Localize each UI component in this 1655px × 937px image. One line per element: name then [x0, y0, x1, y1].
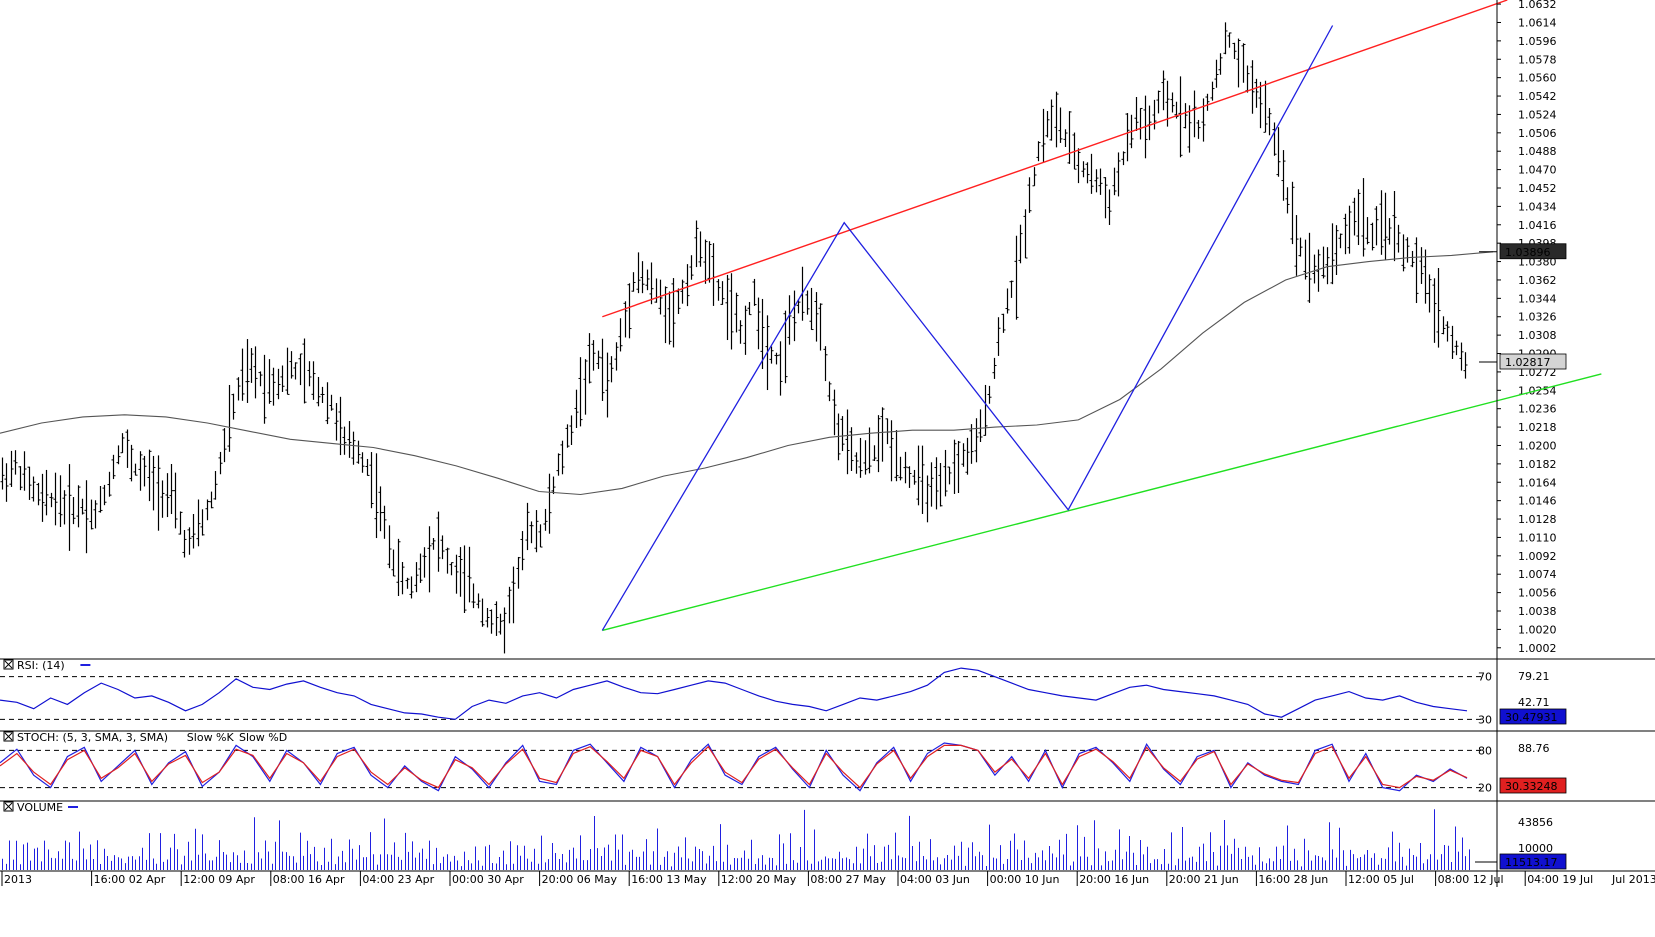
x-tick-label: 12:00 05 Jul — [1348, 873, 1414, 886]
x-tick-label: 2013 — [4, 873, 32, 886]
y-tick-label: 1.0632 — [1518, 0, 1557, 11]
y-tick-label: 1.0362 — [1518, 274, 1557, 287]
y-tick-label: 1.0128 — [1518, 513, 1557, 526]
y-tick-label: 1.0182 — [1518, 458, 1557, 471]
x-tick-label: 12:00 20 May — [721, 873, 797, 886]
y-tick-label: 1.0614 — [1518, 16, 1557, 29]
time-axis: 2013 16:00 02 Apr 12:00 09 Apr 08:00 16 Apr… — [1, 871, 1655, 886]
series-line — [0, 744, 1468, 789]
y-tick-label: 1.0542 — [1518, 90, 1557, 103]
series-line — [0, 667, 1468, 720]
y-tick-label: 1.0524 — [1518, 108, 1557, 121]
y-tick-label: 1.0416 — [1518, 219, 1557, 232]
x-tick-label: 16:00 02 Apr — [94, 873, 166, 886]
indicator-value-label: 11513.17 — [1505, 856, 1558, 869]
y-tick-label: 1.0596 — [1518, 35, 1557, 48]
x-tick-label: 12:00 09 Apr — [183, 873, 255, 886]
price-marker-label: 1.02817 — [1505, 356, 1551, 369]
y-tick-label: 79.21 — [1518, 670, 1550, 683]
zigzag-line — [601, 25, 1334, 631]
level-label: 80 — [1478, 744, 1492, 757]
y-tick-label: 1.0020 — [1518, 623, 1557, 636]
x-tick-label: 04:00 19 Jul — [1527, 873, 1593, 886]
panel-close-icon — [4, 802, 13, 811]
level-label: 30 — [1478, 713, 1492, 726]
y-tick-label: 1.0452 — [1518, 182, 1557, 195]
y-tick-label: 1.0560 — [1518, 72, 1557, 85]
price-marker-box — [1499, 353, 1567, 370]
y-tick-label: 42.71 — [1518, 696, 1550, 709]
y-tick-label: 1.0074 — [1518, 568, 1557, 581]
price-marker-label: 1.03896 — [1505, 246, 1551, 259]
y-tick-label: 1.0470 — [1518, 164, 1557, 177]
y-tick-label: 1.0308 — [1518, 329, 1557, 342]
y-tick-label: 1.0578 — [1518, 53, 1557, 66]
x-tick-label: 08:00 16 Apr — [273, 873, 345, 886]
y-tick-label: 1.0146 — [1518, 495, 1557, 508]
y-tick-label: 1.0434 — [1518, 200, 1557, 213]
y-tick-label: 1.0038 — [1518, 605, 1557, 618]
panel-title: STOCH: (5, 3, SMA, 3, SMA) — [17, 731, 168, 744]
x-tick-label: 20:00 06 May — [542, 873, 618, 886]
y-tick-label: 1.0236 — [1518, 403, 1557, 416]
panel-title: RSI: (14) — [17, 659, 65, 672]
y-tick-label: 1.0002 — [1518, 642, 1557, 655]
x-tick-label: 04:00 23 Apr — [362, 873, 434, 886]
indicator-value-label: 30.47931 — [1505, 711, 1558, 724]
y-tick-label: 1.0218 — [1518, 421, 1557, 434]
y-tick-label: 1.0200 — [1518, 439, 1557, 452]
indicator-value-box — [1499, 777, 1567, 794]
y-tick-label: 1.0344 — [1518, 292, 1557, 305]
x-tick-label: 16:00 28 Jun — [1258, 873, 1328, 886]
y-tick-label: 1.0092 — [1518, 550, 1557, 563]
x-tick-label: 16:00 13 May — [631, 873, 707, 886]
y-tick-label: 10000 — [1518, 842, 1553, 855]
lower-channel-line — [602, 373, 1602, 632]
panel-close-icon — [4, 732, 13, 741]
moving-average-line — [0, 251, 1494, 496]
indicator-value-label: 30.33248 — [1505, 780, 1558, 793]
y-tick-label: 1.0056 — [1518, 587, 1557, 600]
x-tick-label: 20:00 21 Jun — [1169, 873, 1239, 886]
rsi-panel: RSI: (14) 70 30 79.21 42.71 30.47931 — [0, 659, 1567, 726]
price-marker-box — [1499, 243, 1567, 260]
y-tick-label: 1.0326 — [1518, 311, 1557, 324]
series-legend-label: Slow %D — [239, 731, 287, 744]
price-panel: 1.0632 1.0614 1.0596 1.0578 1.0560 1.0542 1.05… — [0, 0, 1602, 655]
upper-channel-line — [602, 0, 1508, 318]
x-tick-label: 00:00 30 Apr — [452, 873, 524, 886]
y-tick-label: 88.76 — [1518, 742, 1550, 755]
y-tick-label: 1.0164 — [1518, 476, 1557, 489]
x-tick-label: 04:00 03 Jun — [900, 873, 970, 886]
x-tick-label: 00:00 10 Jun — [990, 873, 1060, 886]
y-tick-label: 1.0488 — [1518, 145, 1557, 158]
y-tick-label: 43856 — [1518, 816, 1553, 829]
level-label: 20 — [1478, 782, 1492, 795]
panel-title: VOLUME — [17, 801, 63, 814]
level-label: 70 — [1478, 671, 1492, 684]
y-tick-label: 1.0506 — [1518, 127, 1557, 140]
series-legend-label: Slow %K — [187, 731, 235, 744]
indicator-value-box — [1499, 853, 1567, 870]
x-tick-label: 08:00 12 Jul — [1438, 873, 1504, 886]
indicator-value-box — [1499, 708, 1567, 725]
x-tick-label: 20:00 16 Jun — [1079, 873, 1149, 886]
stoch-panel: STOCH: (5, 3, SMA, 3, SMA) Slow %K Slow %D… — [0, 731, 1567, 795]
x-tick-label: Jul 2013 — [1611, 873, 1655, 886]
y-tick-label: 1.0110 — [1518, 531, 1557, 544]
panel-close-icon — [4, 660, 13, 669]
x-tick-label: 08:00 27 May — [810, 873, 886, 886]
